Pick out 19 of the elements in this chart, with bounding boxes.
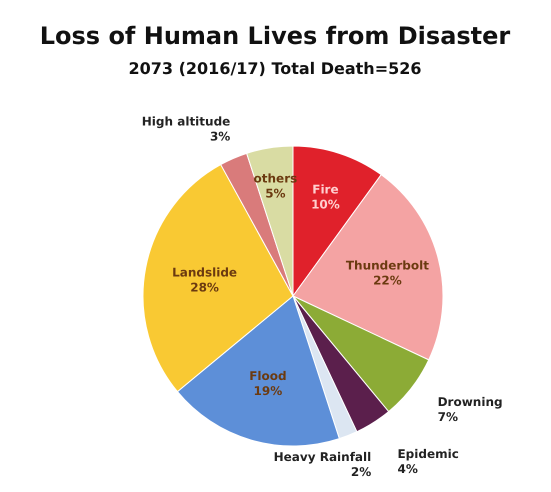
slice-label: Landslide bbox=[172, 266, 238, 280]
slice-label: Thunderbolt bbox=[346, 258, 430, 272]
slice-label: Epidemic bbox=[397, 447, 459, 462]
data-label: 22% bbox=[373, 273, 402, 288]
slice-label: Heavy Rainfall bbox=[274, 450, 372, 464]
data-label: 28% bbox=[190, 280, 219, 295]
data-label: 3% bbox=[210, 130, 230, 144]
data-label: 10% bbox=[311, 198, 340, 212]
data-label: 7% bbox=[438, 410, 458, 424]
chart-title: Loss of Human Lives from Disaster bbox=[40, 22, 510, 50]
data-label: 2% bbox=[350, 464, 372, 479]
data-label: 4% bbox=[397, 462, 418, 476]
chart-subtitle: 2073 (2016/17) Total Death=526 bbox=[128, 59, 422, 78]
data-label: 19% bbox=[254, 384, 282, 398]
slice-label: Flood bbox=[249, 369, 287, 384]
data-label: 5% bbox=[265, 186, 286, 200]
slice-label: Fire bbox=[312, 182, 339, 197]
slice-label: High altitude bbox=[142, 114, 230, 129]
slice-label: Drowning bbox=[438, 394, 503, 409]
